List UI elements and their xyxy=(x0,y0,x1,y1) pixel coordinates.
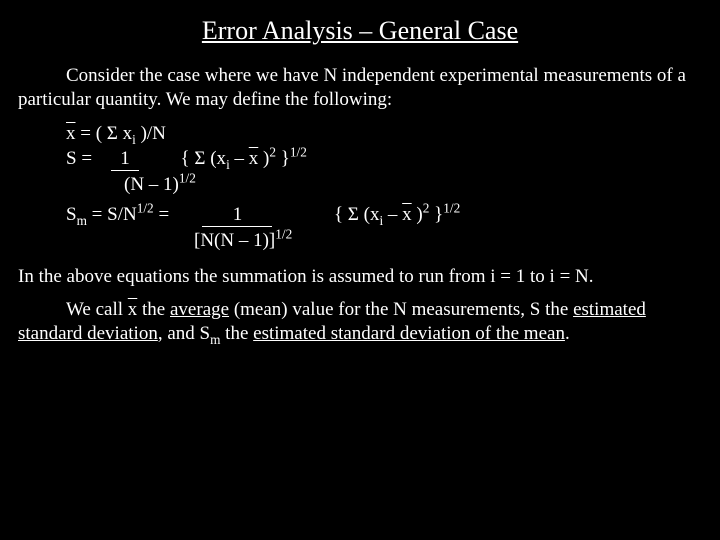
def-e: (mean) value for the N measurements, S t… xyxy=(229,299,573,320)
summation-note: In the above equations the summation is … xyxy=(18,265,702,289)
s-den: (N – 1) xyxy=(124,174,179,195)
s-rhs-xbar: x xyxy=(249,148,259,169)
def-i: the xyxy=(220,323,253,344)
sm-rhs-half: 1/2 xyxy=(443,201,460,216)
def-xbar: x xyxy=(128,299,138,320)
def-average: average xyxy=(170,299,229,320)
def-k: . xyxy=(565,323,570,344)
def-a: We call xyxy=(66,299,128,320)
s-rhs-minus: – xyxy=(230,148,249,169)
equation-block: x = ( Σ xi )/N S = 1 { Σ (xi – x )2 }1/2… xyxy=(66,122,702,253)
equation-sm: Sm = S/N1/2 = 1 { Σ (xi – x )2 }1/2 xyxy=(66,203,702,227)
sm-den-half: 1/2 xyxy=(275,226,292,241)
equation-s-denom: (N – 1)1/2 xyxy=(124,173,702,197)
def-g: , and S xyxy=(158,323,210,344)
sm-rhs-minus: – xyxy=(383,204,402,225)
s-rhs-paren: ) xyxy=(258,148,269,169)
def-c: the xyxy=(137,299,170,320)
sm-frac-num: 1 xyxy=(202,205,272,227)
s-rhs-open: { Σ (x xyxy=(181,148,227,169)
s-lhs: S = xyxy=(66,148,92,169)
slide-body: Consider the case where we have N indepe… xyxy=(18,64,702,346)
slide: Error Analysis – General Case Consider t… xyxy=(0,0,720,368)
sm-sub-m: m xyxy=(77,213,87,228)
mean-eq-part2: )/N xyxy=(136,123,166,144)
def-esdm: estimated standard deviation of the mean xyxy=(253,323,565,344)
s-den-half: 1/2 xyxy=(179,171,196,186)
equation-s: S = 1 { Σ (xi – x )2 }1/2 xyxy=(66,147,702,171)
mean-eq-part1: = ( Σ x xyxy=(76,123,133,144)
s-frac-num: 1 xyxy=(111,149,139,171)
definitions-paragraph: We call x the average (mean) value for t… xyxy=(18,298,702,346)
mean-xbar: x xyxy=(66,123,76,144)
sm-rhs-xbar: x xyxy=(402,204,412,225)
sm-eq2: = xyxy=(154,204,169,225)
intro-paragraph: Consider the case where we have N indepe… xyxy=(18,64,702,112)
s-rhs-close: } xyxy=(276,148,290,169)
s-rhs-half: 1/2 xyxy=(290,145,307,160)
sm-eq1: = S/N xyxy=(87,204,137,225)
sm-den: [N(N – 1)] xyxy=(194,230,275,251)
sm-rhs-paren: ) xyxy=(412,204,423,225)
sm-rhs-close: } xyxy=(429,204,443,225)
def-sub-m: m xyxy=(210,332,220,347)
sm-s: S xyxy=(66,204,77,225)
sm-rhs-open: { Σ (x xyxy=(334,204,380,225)
equation-mean: x = ( Σ xi )/N xyxy=(66,122,702,146)
s-rhs-sq: 2 xyxy=(269,145,276,160)
sm-half1: 1/2 xyxy=(137,201,154,216)
slide-title: Error Analysis – General Case xyxy=(18,16,702,46)
equation-sm-denom: [N(N – 1)]1/2 xyxy=(194,229,702,253)
